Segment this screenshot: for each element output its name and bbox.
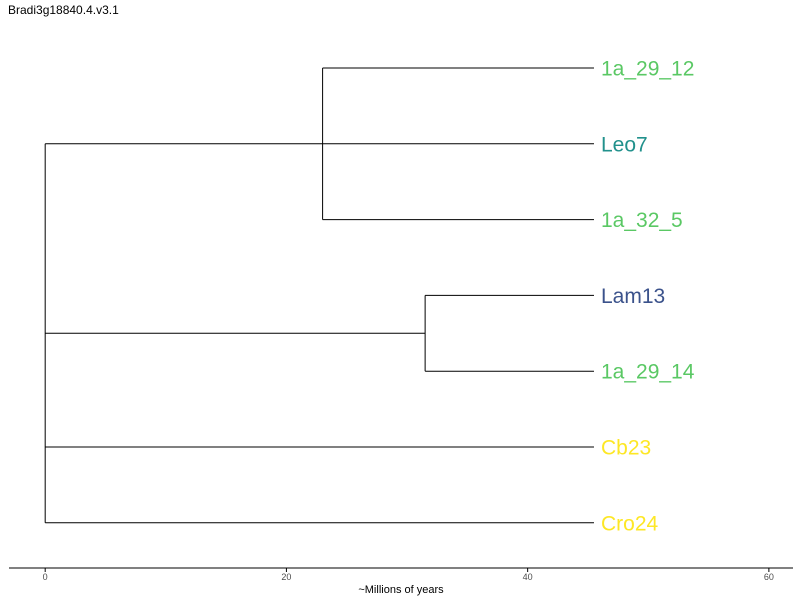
x-tick-label: 0 — [43, 572, 48, 582]
x-tick-label: 60 — [764, 572, 774, 582]
tip-label: Leo7 — [601, 133, 648, 156]
x-axis-ticks: 0 20 40 60 — [43, 568, 774, 582]
tip-label: 1a_29_14 — [601, 361, 695, 384]
tip-label: 1a_29_12 — [601, 58, 694, 81]
tree-branches — [44, 67, 594, 524]
tip-label: 1a_32_5 — [601, 209, 683, 232]
tip-label: Cb23 — [601, 437, 651, 460]
x-tick-label: 40 — [523, 572, 533, 582]
tip-label: Cro24 — [601, 512, 659, 535]
tip-labels: 1a_29_12 Leo7 1a_32_5 Lam13 1a_29_14 Cb23 Cro2… — [601, 58, 695, 536]
tree-title: Bradi3g18840.4.v3.1 — [8, 3, 119, 17]
x-axis-title: ~Millions of years — [358, 584, 444, 596]
tip-label: Lam13 — [601, 285, 665, 308]
x-tick-label: 20 — [281, 572, 291, 582]
x-axis: 0 20 40 60 ~Millions of years — [9, 567, 793, 596]
